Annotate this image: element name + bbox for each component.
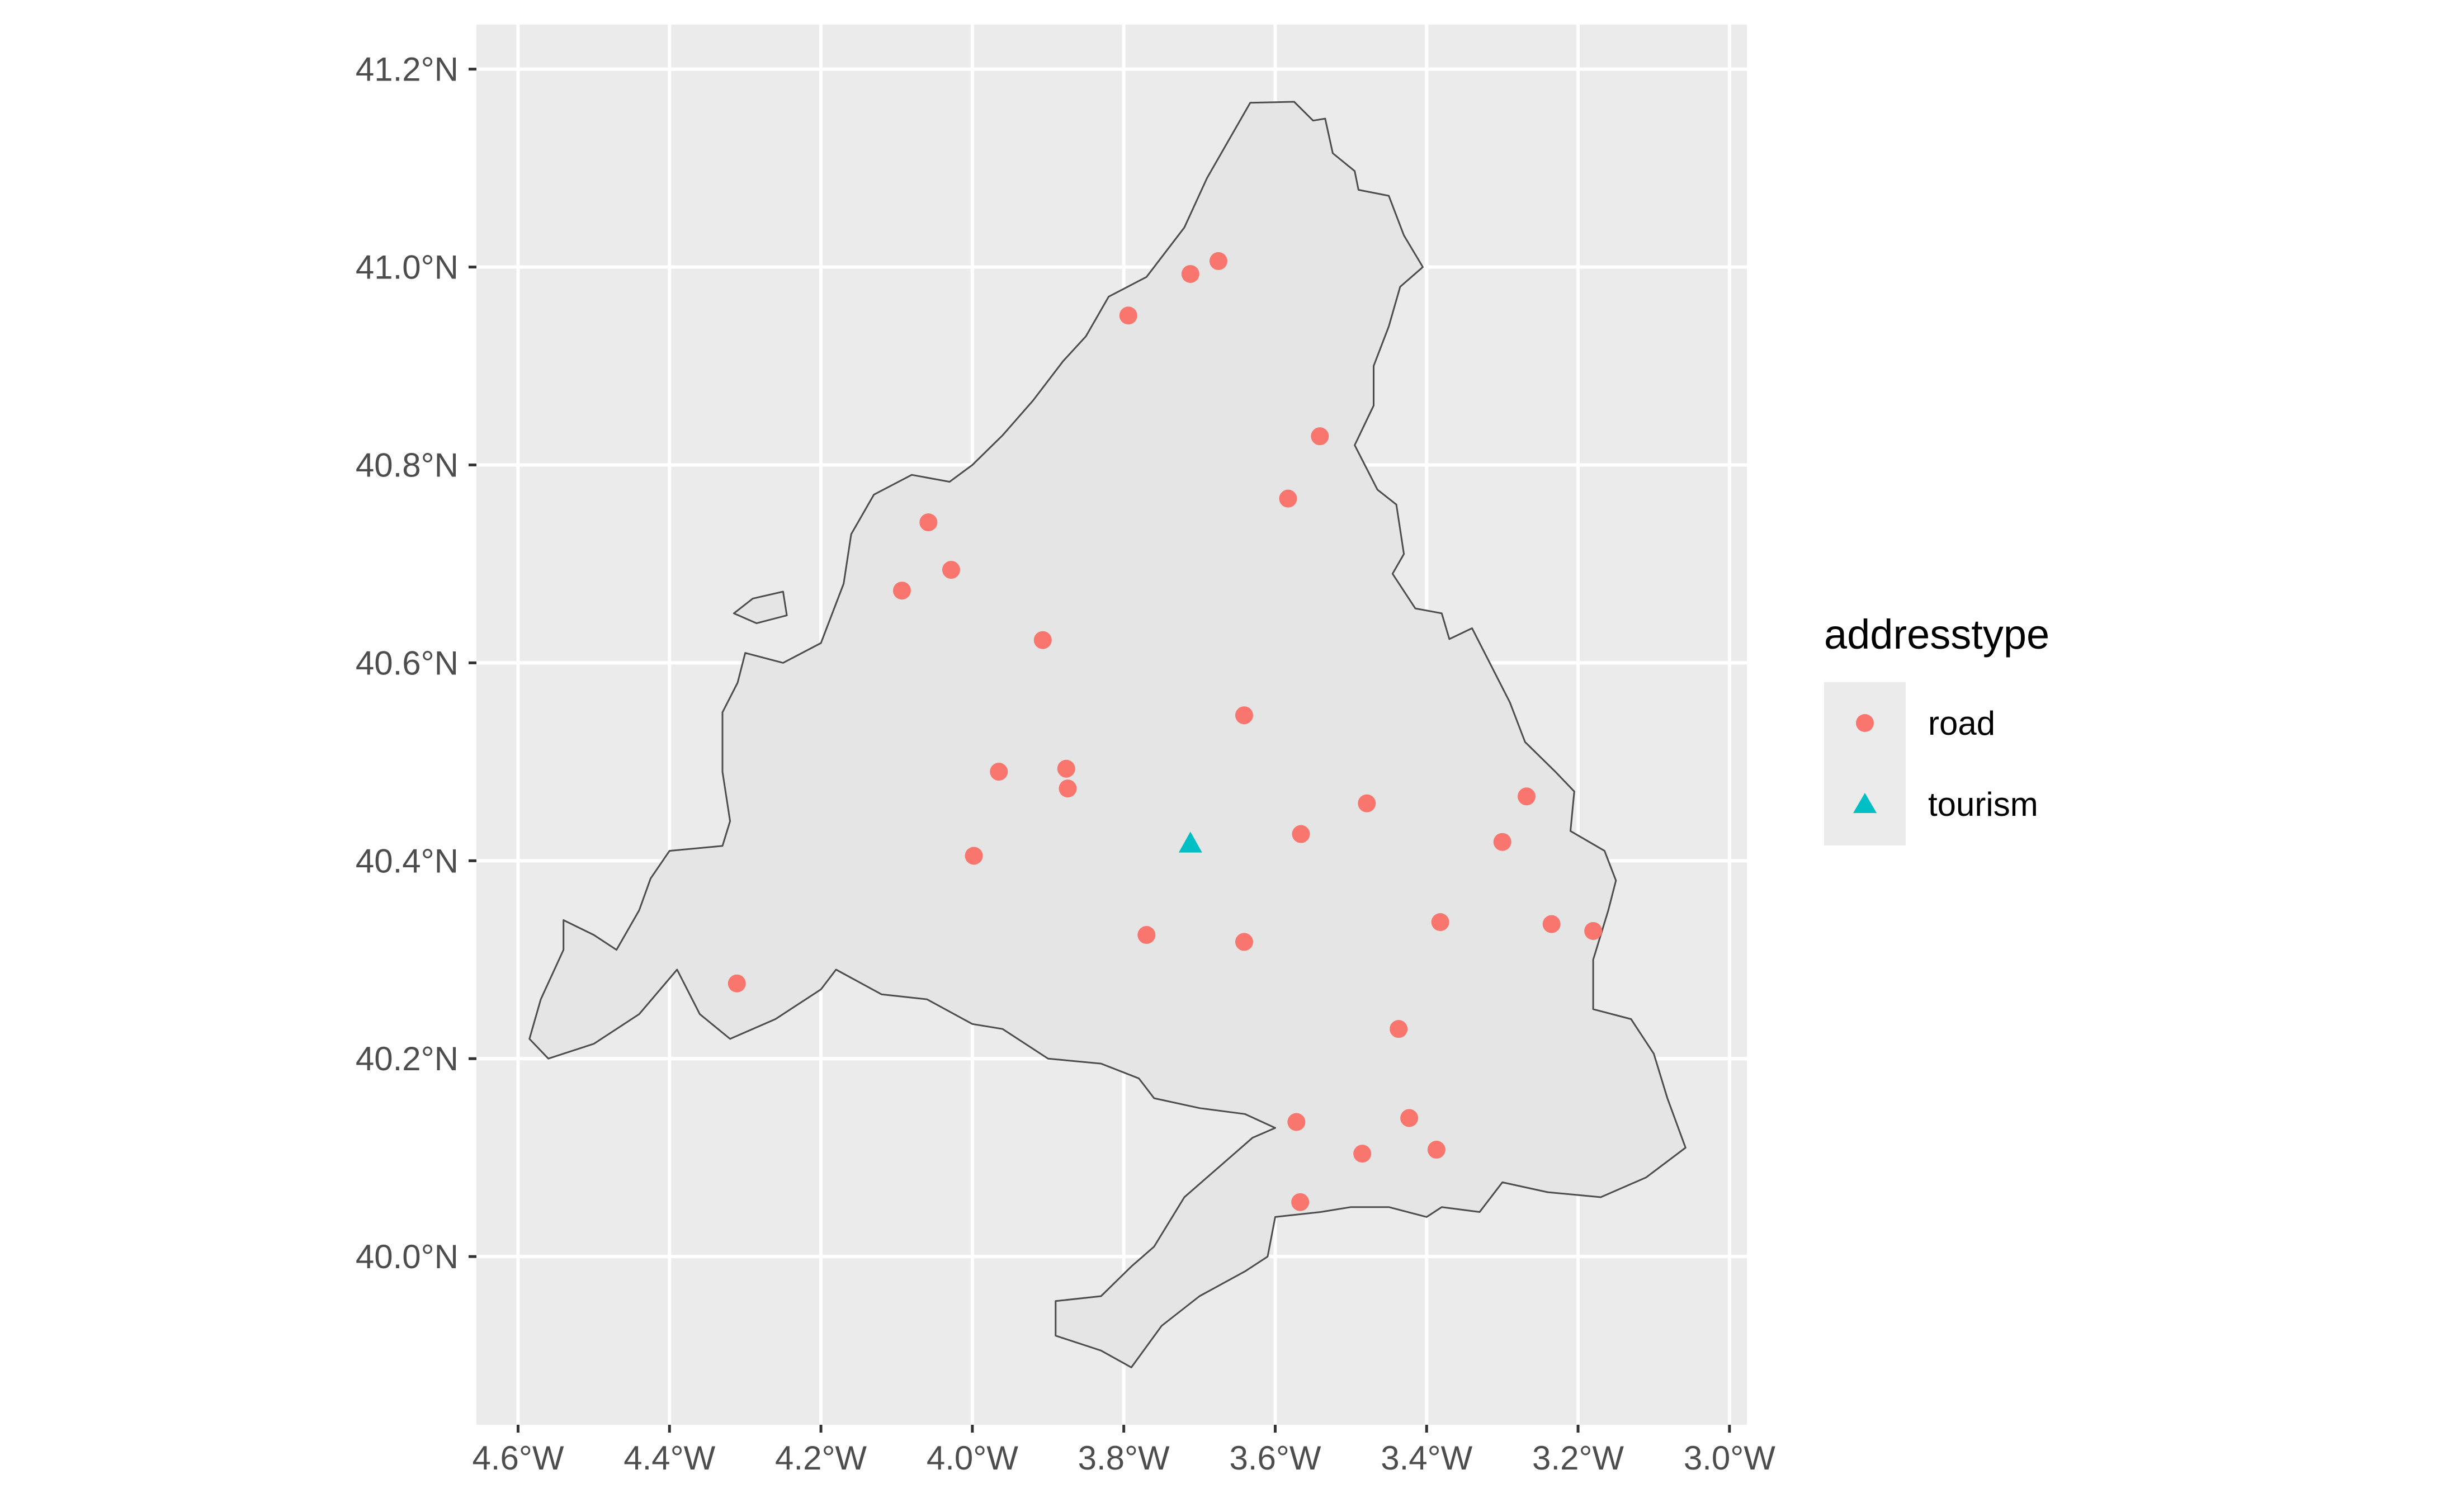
point-road-13 — [1517, 787, 1536, 806]
y-axis: 40.0°N 40.2°N 40.4°N 40.6°N 40.8°N 41.0°N 41.2… — [356, 51, 476, 1275]
point-road-22 — [1235, 933, 1253, 951]
point-road-17 — [965, 847, 983, 865]
point-road-4 — [1279, 489, 1297, 508]
y-tick-label-3: 40.6°N — [356, 644, 459, 682]
point-road-10 — [1057, 759, 1075, 778]
point-road-6 — [942, 561, 960, 579]
y-tick-label-2: 40.4°N — [356, 842, 459, 880]
y-tick-label-1: 40.2°N — [356, 1040, 459, 1078]
x-tick-label-2: 4.2°W — [775, 1439, 867, 1477]
point-tourism-30 — [1178, 831, 1202, 853]
point-road-14 — [1358, 794, 1376, 812]
region-layer — [528, 101, 1687, 1368]
legend-title: addresstype — [1824, 611, 2049, 658]
x-tick-label-6: 3.4°W — [1381, 1439, 1472, 1477]
point-road-15 — [1292, 825, 1310, 843]
y-tick-label-4: 40.8°N — [356, 446, 459, 484]
x-tick-label-3: 4.0°W — [927, 1439, 1018, 1477]
x-axis: 4.6°W 4.4°W 4.2°W 4.0°W 3.8°W 3.6°W 3.4°W 3.2°W… — [472, 1425, 1775, 1477]
legend-key-road — [1856, 714, 1874, 732]
point-road-19 — [1542, 915, 1561, 933]
point-road-9 — [1235, 706, 1253, 725]
x-tick-label-0: 4.6°W — [472, 1439, 564, 1477]
region-enclave — [733, 590, 788, 625]
point-road-12 — [1059, 779, 1077, 798]
point-road-3 — [1311, 427, 1329, 446]
region-outline — [528, 101, 1687, 1368]
point-road-2 — [1119, 306, 1137, 325]
y-tick-label-6: 41.2°N — [356, 51, 459, 88]
point-road-28 — [1353, 1145, 1372, 1163]
point-road-27 — [1427, 1141, 1445, 1159]
point-road-7 — [892, 582, 911, 600]
legend: addresstype road tourism — [1824, 611, 2049, 845]
point-road-5 — [919, 513, 938, 532]
x-tick-label-8: 3.0°W — [1684, 1439, 1775, 1477]
point-road-8 — [1033, 631, 1052, 649]
x-tick-label-5: 3.6°W — [1229, 1439, 1321, 1477]
point-road-21 — [1137, 926, 1156, 944]
point-road-1 — [1181, 264, 1199, 283]
point-road-26 — [1287, 1113, 1306, 1131]
point-road-25 — [1400, 1109, 1419, 1127]
y-tick-label-5: 41.0°N — [356, 249, 459, 286]
x-tick-label-7: 3.2°W — [1532, 1439, 1624, 1477]
point-road-29 — [1291, 1193, 1310, 1211]
point-road-23 — [728, 974, 746, 993]
points-layer — [728, 252, 1603, 1211]
point-road-11 — [990, 763, 1008, 781]
x-tick-label-1: 4.4°W — [623, 1439, 715, 1477]
point-road-18 — [1431, 913, 1449, 932]
legend-key-background — [1824, 682, 1906, 845]
point-road-0 — [1209, 252, 1227, 270]
legend-label-tourism: tourism — [1928, 786, 2038, 823]
point-road-20 — [1584, 922, 1603, 940]
point-road-16 — [1493, 833, 1511, 851]
point-road-24 — [1390, 1020, 1408, 1038]
legend-key-tourism — [1853, 793, 1877, 813]
x-tick-label-4: 3.8°W — [1078, 1439, 1170, 1477]
y-tick-label-0: 40.0°N — [356, 1238, 459, 1275]
legend-label-road: road — [1928, 705, 1995, 742]
